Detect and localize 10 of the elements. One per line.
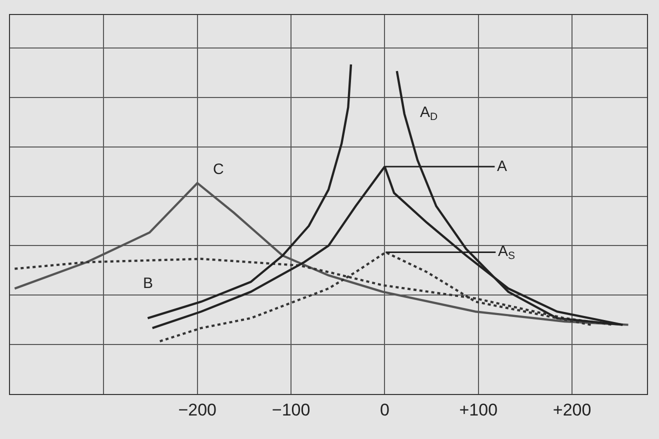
annotation: C [213,161,224,178]
annotation: A [497,158,508,175]
annotation: A$_{D}$ [420,104,438,124]
annotation: B [143,275,154,292]
x-tick-label: −200 [178,400,216,420]
x-tick-label: 0 [380,400,390,420]
x-tick-label: +100 [459,400,498,420]
annotation: A$_{S}$ [498,243,516,262]
x-tick-label: −100 [272,400,310,420]
x-tick-label: +200 [552,400,592,420]
